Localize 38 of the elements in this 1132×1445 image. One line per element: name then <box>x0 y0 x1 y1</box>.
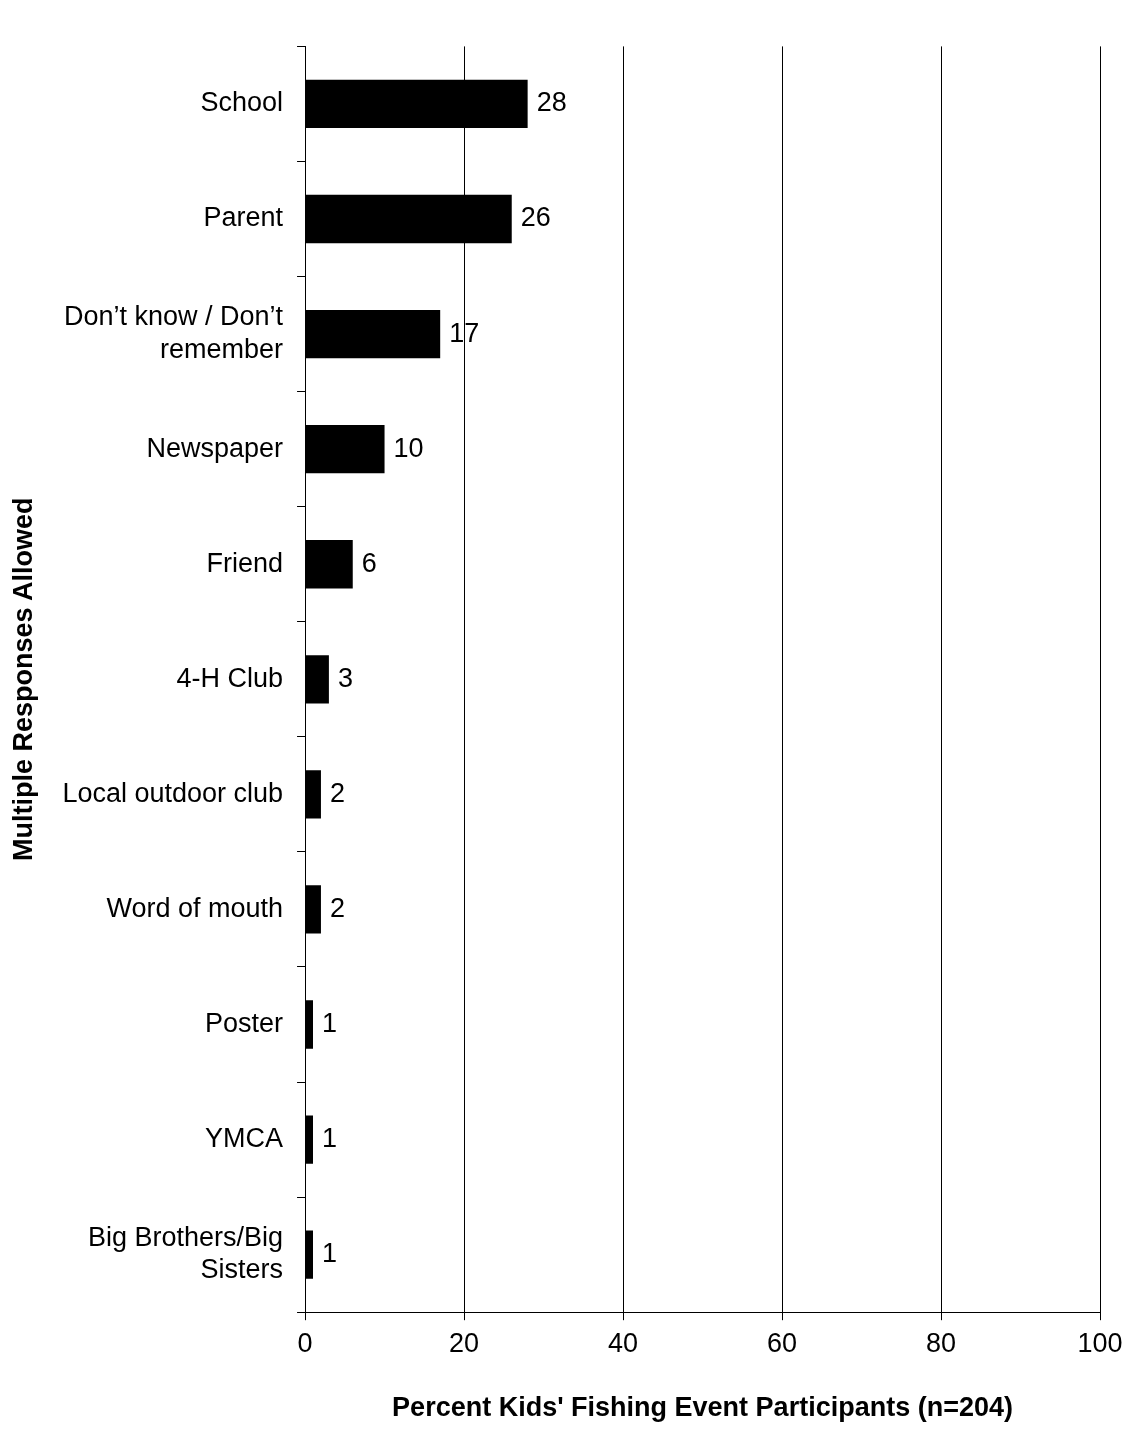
bar <box>305 885 321 934</box>
y-tick-label: Word of mouth <box>106 892 284 923</box>
bar <box>305 655 329 704</box>
x-tick-label: 80 <box>925 1327 957 1358</box>
x-tick-label: 40 <box>608 1327 639 1358</box>
data-label: 1 <box>322 1123 338 1154</box>
data-label: 2 <box>329 777 345 808</box>
y-tick-label: School <box>200 87 284 118</box>
y-tick-label: Local outdoor club <box>62 777 284 808</box>
data-label: 6 <box>361 547 377 578</box>
y-tick-label: Big Brothers/Big Sisters <box>87 1221 284 1285</box>
y-tick-label: Parent <box>203 202 284 233</box>
bar <box>305 1115 313 1164</box>
data-label: 1 <box>322 1238 338 1269</box>
x-tick-label: 100 <box>1077 1327 1123 1358</box>
y-tick-label: Friend <box>206 547 284 578</box>
data-label: 2 <box>329 892 345 923</box>
y-axis-title: Multiple Responses Allowed <box>7 497 38 862</box>
bar <box>305 424 385 474</box>
bar <box>305 1230 313 1279</box>
bar <box>305 770 321 819</box>
y-tick-label: Don’t know / Don’t remember <box>63 301 284 364</box>
data-label: 28 <box>536 87 567 118</box>
y-tick-label: Newspaper <box>146 432 284 463</box>
x-tick-label: 60 <box>767 1327 798 1358</box>
y-tick-label: Poster <box>205 1007 284 1038</box>
y-tick-label: 4-H Club <box>176 662 284 693</box>
bar <box>305 1000 313 1049</box>
x-axis-title: Percent Kids' Fishing Event Participants (n=204) <box>392 1392 1013 1423</box>
data-label: 10 <box>393 432 424 463</box>
x-tick-label: 0 <box>297 1327 313 1358</box>
x-tick-label: 20 <box>449 1327 480 1358</box>
bar <box>305 540 353 589</box>
data-label: 1 <box>322 1007 338 1038</box>
data-label: 3 <box>337 662 353 693</box>
data-label: 26 <box>520 202 551 233</box>
bar <box>305 309 441 359</box>
y-tick-label: YMCA <box>205 1123 284 1154</box>
